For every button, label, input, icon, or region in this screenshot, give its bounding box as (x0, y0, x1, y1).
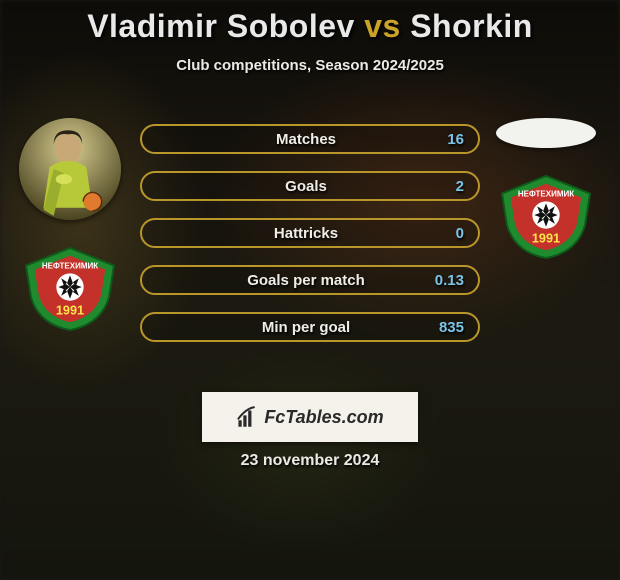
stat-label: Goals per match (156, 272, 426, 289)
stat-row-goals-per-match: Goals per match 0.13 (140, 265, 480, 295)
stat-value: 2 (426, 178, 464, 195)
stat-value: 0.13 (426, 272, 464, 289)
fctables-logo-box: FcTables.com (202, 392, 418, 442)
player2-club-badge: НЕФТЕХИМИК 1991 (497, 174, 595, 260)
svg-text:НЕФТЕХИМИК: НЕФТЕХИМИК (518, 189, 574, 198)
stat-row-matches: Matches 16 (140, 124, 480, 154)
left-column: НЕФТЕХИМИК 1991 (10, 118, 130, 332)
player1-name: Vladimir Sobolev (87, 8, 355, 44)
stat-label: Goals (156, 178, 426, 195)
right-column: НЕФТЕХИМИК 1991 (492, 118, 600, 260)
stat-label: Matches (156, 131, 426, 148)
neftekhimik-badge-icon: НЕФТЕХИМИК 1991 (497, 174, 595, 260)
comparison-date: 23 november 2024 (0, 452, 620, 470)
stat-label: Hattricks (156, 225, 426, 242)
player1-avatar (19, 118, 121, 220)
badge-year: 1991 (532, 231, 560, 245)
fctables-logo-text: FcTables.com (264, 407, 383, 428)
content-container: Vladimir Sobolev vs Shorkin Club competi… (0, 0, 620, 580)
player2-avatar-placeholder (496, 118, 596, 148)
stat-row-hattricks: Hattricks 0 (140, 218, 480, 248)
vs-separator: vs (364, 8, 401, 44)
svg-text:НЕФТЕХИМИК: НЕФТЕХИМИК (42, 261, 98, 270)
bars-icon (236, 404, 262, 430)
badge-year: 1991 (56, 303, 84, 317)
stat-row-min-per-goal: Min per goal 835 (140, 312, 480, 342)
player1-club-badge: НЕФТЕХИМИК 1991 (21, 246, 119, 332)
stat-value: 835 (426, 319, 464, 336)
comparison-title: Vladimir Sobolev vs Shorkin (0, 0, 620, 45)
stat-value: 16 (426, 131, 464, 148)
neftekhimik-badge-icon: НЕФТЕХИМИК 1991 (21, 246, 119, 332)
player2-name: Shorkin (410, 8, 533, 44)
stats-list: Matches 16 Goals 2 Hattricks 0 Goals per… (140, 124, 480, 342)
stat-label: Min per goal (156, 319, 426, 336)
player-silhouette-icon (19, 118, 121, 220)
stat-row-goals: Goals 2 (140, 171, 480, 201)
stat-value: 0 (426, 225, 464, 242)
subtitle: Club competitions, Season 2024/2025 (0, 57, 620, 74)
